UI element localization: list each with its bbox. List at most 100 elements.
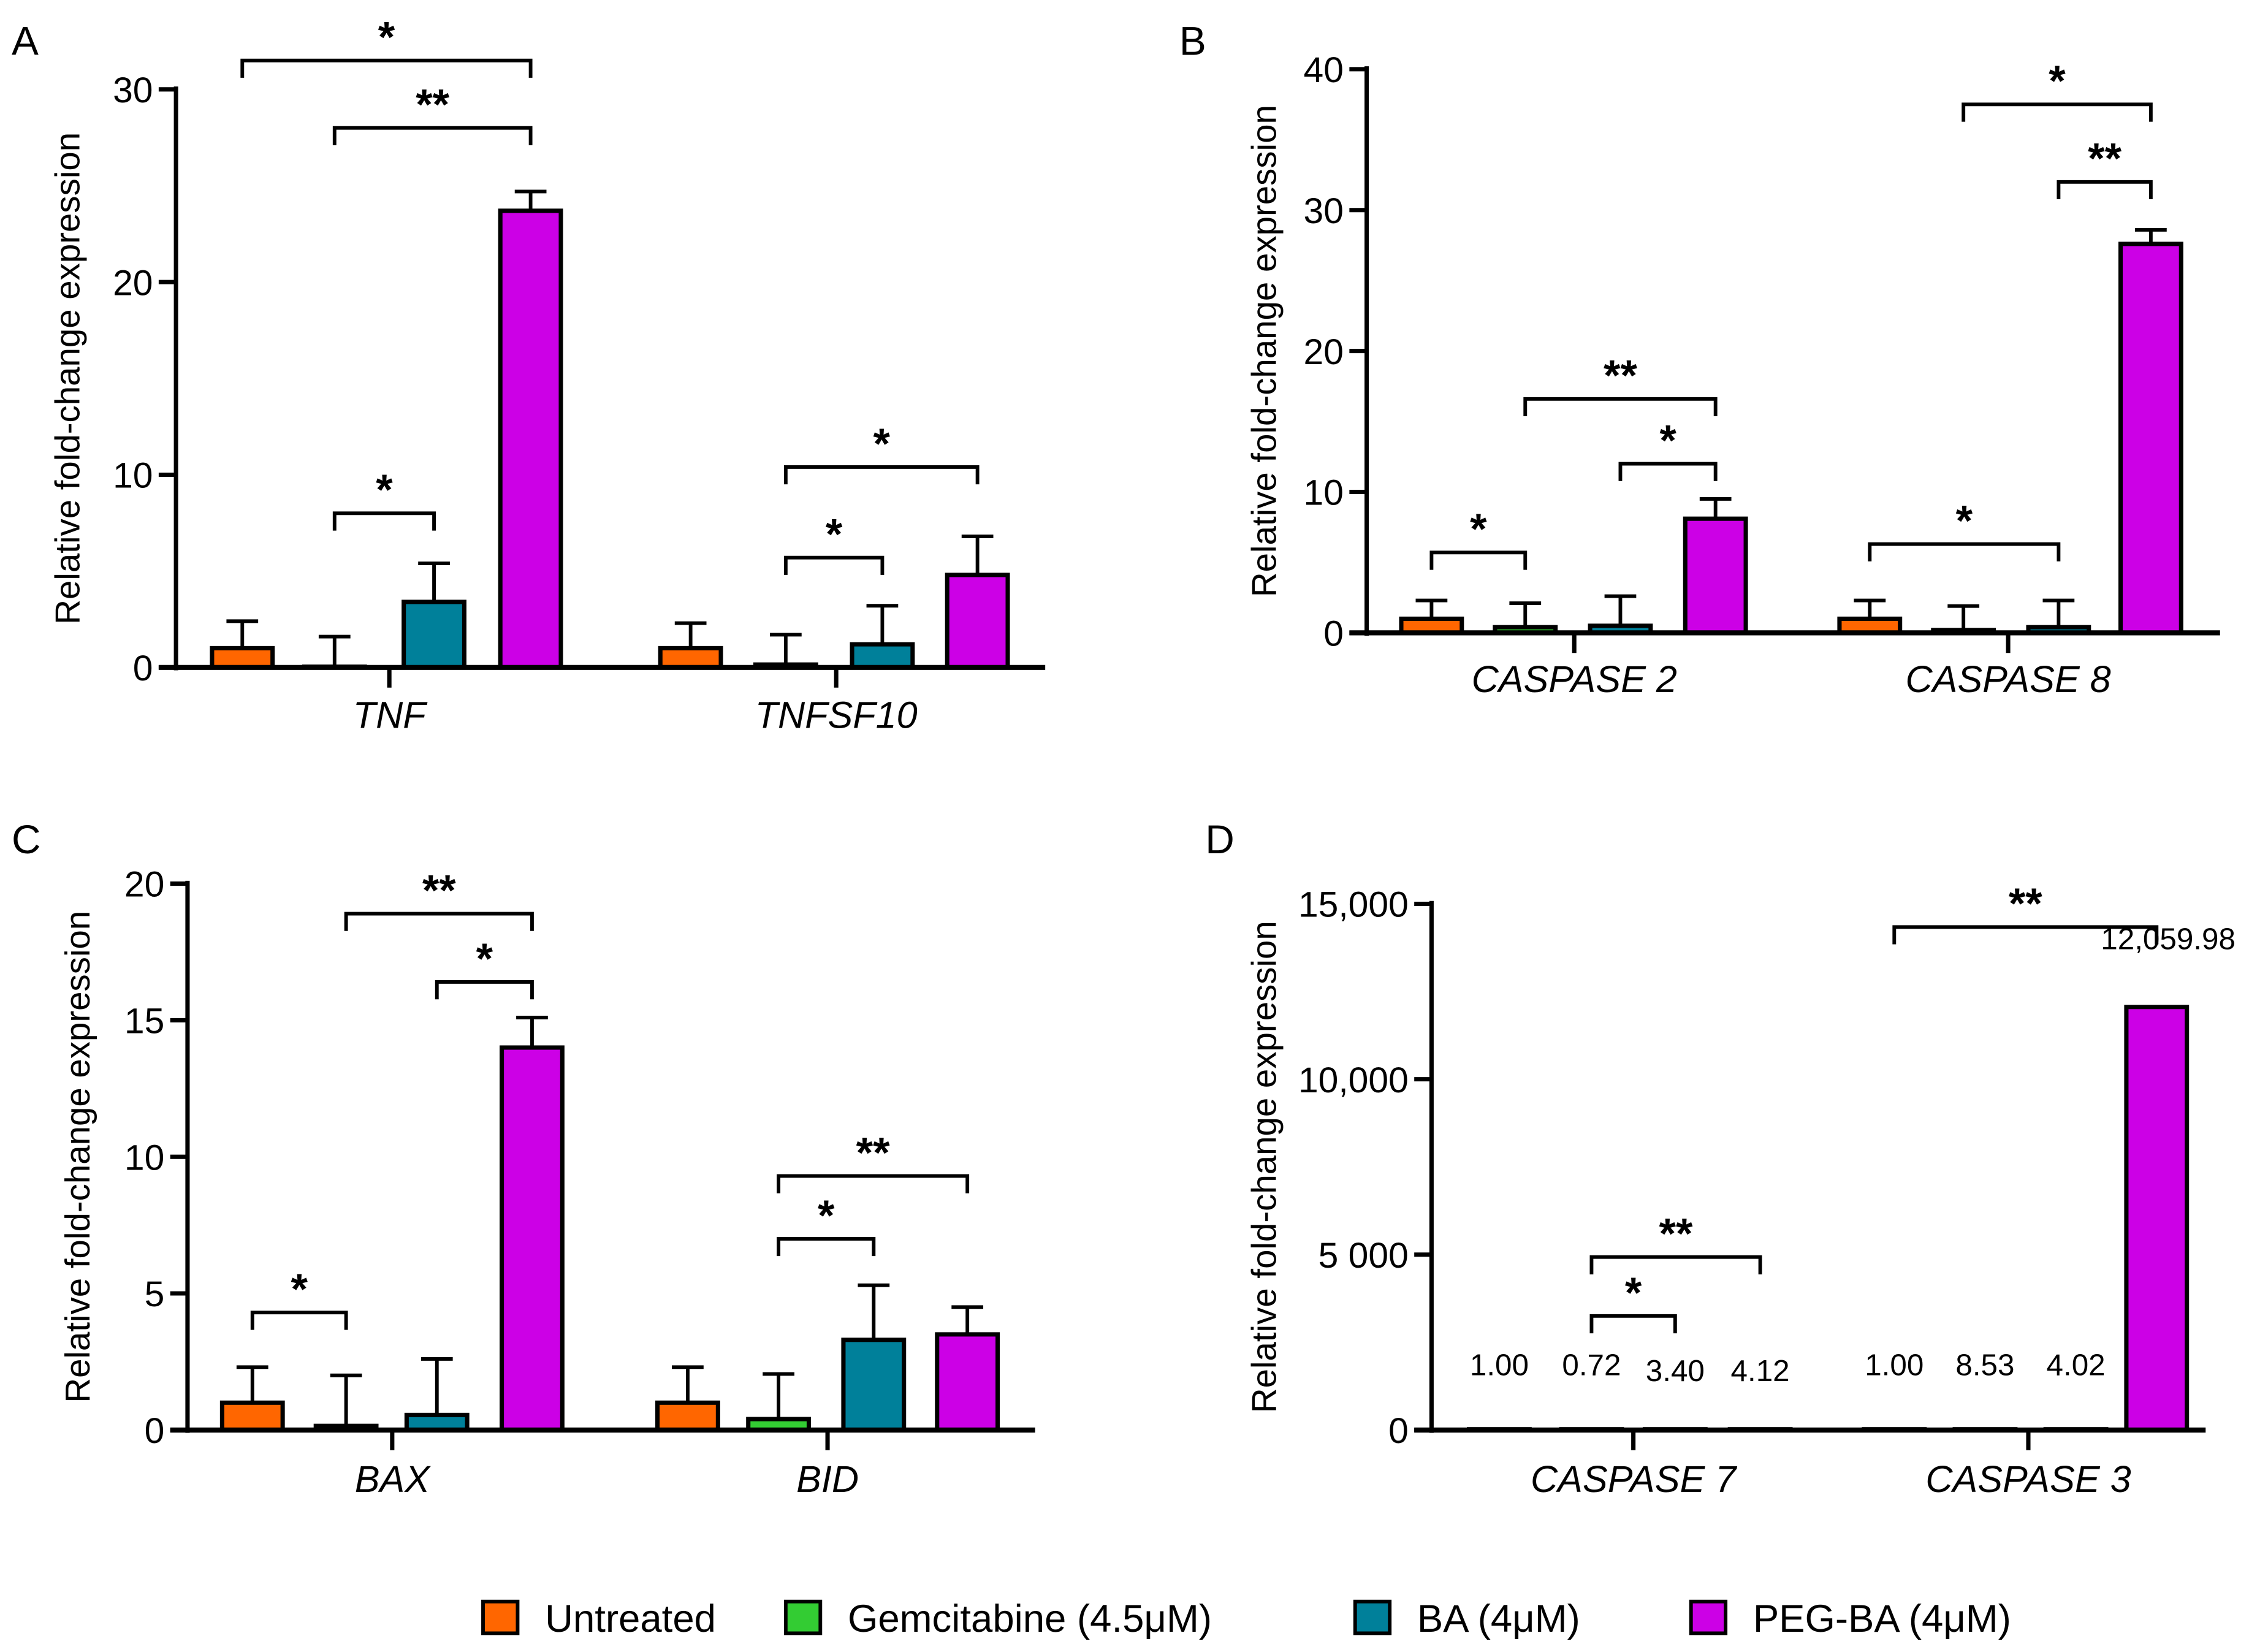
legend-label: BA (4μM) [1417,1597,1580,1640]
y-tick-label: 5 000 [1319,1236,1409,1276]
y-tick-label: 10 [124,1138,164,1178]
bar-caspase-8-3 [2118,242,2183,635]
panel-b: B Relative fold-change expression 0 10 20 30 4… [1179,18,2220,700]
significance-bracket [435,980,534,1000]
significance-label: ** [2009,879,2042,927]
y-tick-label: 20 [113,263,153,303]
significance-label: ** [416,80,449,129]
x-category-label: CASPASE 8 [1905,658,2110,700]
panel-letter: A [12,18,39,63]
significance-label: * [2049,56,2066,105]
bar-caspase-2-3 [1683,516,1748,635]
significance-bracket [1962,102,2153,122]
y-axis-label: Relative fold-change expression [48,132,87,625]
bar-tnf-3 [498,208,563,670]
significance-label: * [376,465,393,514]
significance-bracket [1523,397,1718,417]
panel-letter: D [1205,816,1235,862]
y-tick-label: 0 [1323,614,1344,654]
y-tick-label: 0 [1388,1411,1409,1451]
significance-bracket [783,555,885,575]
legend-label: Untreated [545,1597,716,1640]
y-tick-label: 40 [1304,50,1344,90]
y-axis-label: Relative fold-change expression [58,911,97,1403]
significance-bracket [1589,1314,1677,1334]
panel-letter: C [12,816,41,862]
bar-tnfsf10-2 [850,642,915,670]
y-tick-label: 20 [1304,332,1344,372]
bar-tnfsf10-0 [658,645,723,670]
x-category-label: TNF [353,695,428,736]
legend-swatch [1353,1599,1392,1635]
y-axis-label: Relative fold-change expression [1244,921,1283,1413]
panel-letter: B [1179,18,1206,63]
significance-bracket [332,511,436,531]
y-tick-label: 0 [133,649,153,688]
bar-tnf-0 [210,645,275,670]
y-tick-label: 10 [113,456,153,496]
significance-bracket [1589,1255,1762,1274]
data-label: 4.02 [2047,1348,2106,1382]
x-category-label: CASPASE 3 [1925,1458,2131,1500]
significance-label: ** [856,1128,890,1176]
legend-item: BA (4μM) [1353,1597,1580,1640]
significance-label: * [873,419,891,468]
legend-swatch [1689,1599,1728,1635]
legend-label: Gemcitabine (4.5μM) [848,1597,1212,1640]
significance-label: * [826,510,843,558]
significance-label: * [476,934,493,983]
data-label: 0.72 [1562,1348,1621,1382]
significance-label: ** [422,866,456,914]
legend-label: PEG-BA (4μM) [1753,1597,2011,1640]
data-label: 1.00 [1865,1348,1924,1382]
significance-bracket [1868,542,2061,561]
bar-caspase-3-3 [2124,1005,2190,1433]
y-tick-label: 15 [124,1002,164,1041]
bar-bid-0 [655,1400,720,1433]
significance-bracket [777,1174,970,1193]
y-axis-label: Relative fold-change expression [1244,105,1283,597]
bar-tnfsf10-3 [945,573,1010,670]
significance-bracket [783,465,980,485]
legend-swatch [783,1599,823,1635]
panel-d: D Relative fold-change expression 0 5 000 10… [1205,816,2236,1500]
significance-label: * [1659,416,1676,464]
panel-a: A Relative fold-change expression 0 10 20 30 T… [12,13,1046,736]
significance-label: ** [1604,351,1637,400]
significance-label: * [818,1191,835,1239]
significance-bracket [1429,550,1528,570]
significance-label: * [378,13,395,61]
y-tick-label: 15,000 [1298,885,1409,925]
significance-label: * [1470,504,1487,553]
bar-bax-3 [500,1045,565,1433]
significance-bracket [1892,925,2159,945]
significance-label: ** [1659,1209,1693,1258]
legend-item: Untreated [481,1597,716,1640]
y-tick-label: 20 [124,865,164,905]
x-category-label: BAX [355,1458,432,1500]
significance-label: * [1625,1268,1642,1317]
x-category-label: BID [796,1458,859,1500]
data-label: 3.40 [1646,1354,1705,1388]
legend-swatch [481,1599,520,1635]
significance-label: * [1956,496,1973,544]
panel-c: C Relative fold-change expression 0 5 10 15 20… [12,816,1035,1500]
legend: Untreated Gemcitabine (4.5μM) BA (4μM) PEG-… [481,1597,2011,1640]
y-tick-label: 0 [145,1411,165,1451]
data-label: 1.00 [1470,1348,1529,1382]
significance-bracket [2057,180,2153,199]
bar-bid-2 [841,1338,907,1433]
x-category-label: TNFSF10 [755,695,918,736]
significance-bracket [332,126,533,145]
data-label: 8.53 [1955,1348,2014,1382]
bar-tnf-2 [401,600,466,670]
significance-bracket [1618,462,1718,481]
y-tick-label: 30 [113,70,153,110]
x-category-label: CASPASE 2 [1472,658,1677,700]
y-tick-label: 10 [1304,473,1344,513]
legend-item: PEG-BA (4μM) [1689,1597,2011,1640]
significance-label: * [291,1265,308,1313]
significance-bracket [240,58,533,78]
data-label: 4.12 [1731,1354,1790,1388]
